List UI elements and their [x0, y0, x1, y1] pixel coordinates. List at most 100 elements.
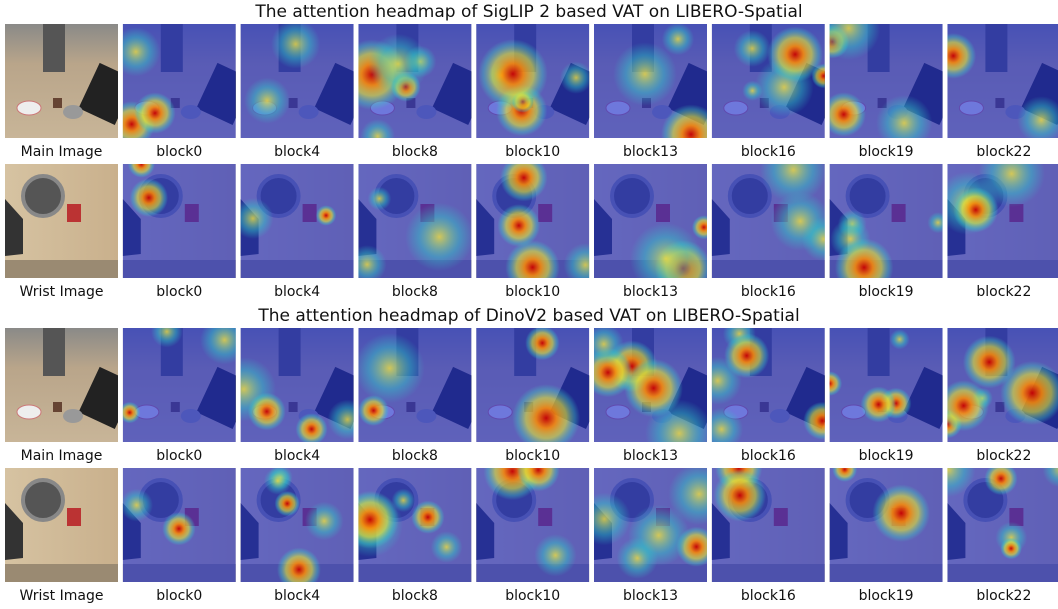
attention-heatmap	[594, 164, 707, 278]
attention-blob	[742, 80, 763, 101]
tile	[829, 24, 943, 138]
caption: Main Image	[21, 448, 103, 464]
tile	[947, 468, 1058, 582]
tile	[122, 164, 236, 278]
attention-blob	[327, 399, 354, 440]
attention-blob	[713, 469, 767, 522]
attention-blob	[271, 24, 321, 69]
attention-blob	[240, 198, 274, 239]
attention-blob	[733, 30, 771, 67]
caption: block16	[741, 588, 796, 604]
plate	[16, 404, 42, 420]
attention-heatmap	[947, 164, 1058, 278]
attention-blob	[947, 380, 990, 432]
attention-blob	[162, 512, 196, 546]
attention-heatmap	[358, 24, 472, 138]
caption: block22	[976, 448, 1031, 464]
input-image	[5, 24, 118, 138]
attention-blob	[767, 26, 823, 83]
attention-blob	[889, 329, 910, 350]
plate	[16, 100, 42, 116]
attention-blob	[274, 490, 300, 517]
caption: block4	[274, 284, 320, 300]
caption: block0	[156, 588, 202, 604]
tile	[122, 24, 236, 138]
caption: block16	[741, 284, 796, 300]
attention-heatmap	[358, 164, 472, 278]
caption: Wrist Image	[20, 588, 104, 604]
box	[53, 402, 62, 412]
attention-blob	[559, 61, 590, 94]
caption: block22	[976, 588, 1031, 604]
tile	[947, 328, 1058, 442]
attention-heatmap	[476, 468, 590, 582]
caption: block13	[623, 448, 678, 464]
attention-blob	[953, 187, 999, 233]
attention-blob	[304, 501, 344, 541]
attention-blob	[563, 243, 590, 278]
tile	[358, 164, 472, 278]
tile	[711, 164, 825, 278]
attention-blob	[834, 238, 894, 278]
caption: block4	[274, 144, 320, 160]
caption: block13	[623, 588, 678, 604]
attention-blob	[430, 531, 463, 563]
heatmap-base	[829, 328, 943, 442]
image-background	[5, 468, 118, 582]
tile	[240, 468, 354, 582]
attention-blob	[645, 399, 707, 442]
caption: block4	[274, 448, 320, 464]
attention-blob	[200, 328, 236, 365]
attention-blob	[512, 384, 581, 442]
attention-blob	[405, 202, 472, 272]
caption: block16	[741, 448, 796, 464]
attention-blob	[630, 222, 702, 278]
tile	[5, 24, 118, 138]
attention-blob	[129, 178, 169, 217]
attention-heatmap	[122, 468, 236, 582]
attention-heatmap	[711, 468, 825, 582]
tile	[358, 468, 472, 582]
tile	[240, 164, 354, 278]
bowl	[21, 174, 65, 218]
attention-blob	[668, 468, 707, 525]
tile	[711, 24, 825, 138]
image-background	[5, 164, 118, 278]
caption: block8	[392, 588, 438, 604]
attention-blob	[1042, 468, 1058, 488]
tile	[5, 164, 118, 278]
caption: block4	[274, 588, 320, 604]
tile	[829, 328, 943, 442]
attention-blob	[367, 186, 392, 211]
tile	[240, 24, 354, 138]
attention-heatmap	[711, 328, 825, 442]
attention-blob	[127, 164, 155, 178]
attention-blob	[803, 401, 825, 440]
caption: block8	[392, 284, 438, 300]
attention-heatmap	[947, 328, 1058, 442]
attention-heatmap	[476, 164, 590, 278]
attention-blob	[829, 371, 843, 396]
tile	[594, 164, 707, 278]
attention-blob	[811, 63, 825, 89]
box	[67, 204, 81, 222]
attention-blob	[594, 492, 631, 546]
attention-heatmap	[594, 468, 707, 582]
attention-blob	[661, 24, 695, 56]
tile	[947, 164, 1058, 278]
caption: block10	[505, 588, 560, 604]
attention-blob	[516, 468, 560, 492]
tile	[476, 24, 590, 138]
input-image	[5, 468, 118, 582]
attention-heatmap	[829, 328, 943, 442]
attention-heatmap	[122, 24, 236, 138]
tile	[122, 328, 236, 442]
attention-blob	[295, 413, 328, 442]
caption: block8	[392, 144, 438, 160]
tile	[476, 328, 590, 442]
caption: block19	[859, 588, 914, 604]
tile	[5, 328, 118, 442]
attention-heatmap	[358, 468, 472, 582]
attention-blob	[594, 328, 624, 365]
attention-blob	[315, 205, 337, 226]
